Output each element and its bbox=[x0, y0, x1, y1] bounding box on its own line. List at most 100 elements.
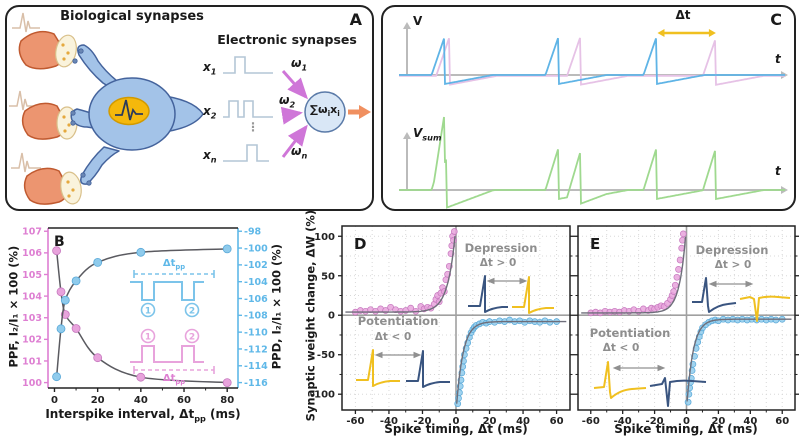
spike-traces bbox=[399, 22, 788, 209]
PPD-point bbox=[136, 247, 146, 257]
svg-text:107: 107 bbox=[22, 227, 42, 238]
svg-text:1: 1 bbox=[145, 333, 151, 343]
weight-label-wn: ωn bbox=[291, 144, 308, 161]
depression-dt-label: Δt > 0 bbox=[479, 257, 517, 269]
svg-text:40: 40 bbox=[516, 416, 530, 427]
output-arrow bbox=[348, 105, 371, 119]
input-pulse-traces bbox=[223, 56, 273, 162]
elec-title: Electronic synapses bbox=[217, 32, 357, 47]
ellipsis-dots: ⋮ bbox=[247, 120, 259, 134]
svg-text:-112: -112 bbox=[244, 344, 268, 355]
svg-text:40: 40 bbox=[743, 416, 757, 427]
svg-text:0: 0 bbox=[453, 416, 460, 427]
svg-text:-110: -110 bbox=[244, 327, 268, 338]
panel-c-spike-traces: C V t Vsum t Δt bbox=[381, 5, 796, 211]
svg-text:101: 101 bbox=[22, 356, 42, 367]
PPD-point bbox=[222, 244, 232, 254]
input-label-xn: xn bbox=[203, 148, 217, 165]
svg-text:-40: -40 bbox=[380, 416, 398, 427]
panel-label-d: D bbox=[354, 235, 367, 253]
depression-label: Depression bbox=[695, 243, 769, 257]
svg-text:-20: -20 bbox=[646, 416, 664, 427]
svg-text:1: 1 bbox=[145, 307, 151, 317]
potentiation-label: Potentiation bbox=[357, 314, 439, 328]
potentiation-spike-pair-inset bbox=[356, 349, 450, 388]
svg-text:-116: -116 bbox=[244, 378, 268, 389]
svg-text:40: 40 bbox=[134, 395, 148, 406]
PPD-point bbox=[71, 276, 81, 286]
weight-label-w2: ω2 bbox=[279, 93, 296, 110]
svg-text:80: 80 bbox=[220, 395, 234, 406]
depression-points bbox=[454, 316, 560, 408]
svg-text:-102: -102 bbox=[244, 260, 268, 271]
svg-text:20: 20 bbox=[483, 416, 497, 427]
svg-text:106: 106 bbox=[22, 248, 42, 259]
delta-t-label: Δt bbox=[675, 8, 691, 22]
presynaptic-boutons bbox=[18, 30, 69, 205]
stdp-fit-neg bbox=[345, 236, 456, 313]
y-axis-label: Synaptic weight change, ΔW (%) bbox=[303, 209, 318, 422]
depression-spike-pair-inset bbox=[692, 277, 791, 322]
dt-arrow bbox=[374, 351, 422, 359]
receptor-dots bbox=[70, 48, 92, 186]
depression-spike-pair-inset bbox=[468, 275, 554, 314]
input-label-x2: x2 bbox=[203, 104, 217, 121]
ppf-pulse-pair-inset: 1 2 bbox=[130, 328, 215, 374]
svg-text:100: 100 bbox=[314, 232, 335, 243]
potentiation-spike-pair-inset bbox=[593, 361, 707, 407]
summation-label: ∑ωixi bbox=[310, 103, 340, 119]
svg-text:102: 102 bbox=[22, 335, 42, 346]
stdp-chart-d: -60 -40 -20 0 20 40 60 -100 -50 0 50 100 bbox=[310, 225, 574, 427]
PPF-point bbox=[56, 287, 66, 297]
dt-arrow bbox=[708, 280, 754, 288]
stdp-chart-e: -60 -40 -20 0 20 40 60 bbox=[574, 225, 799, 427]
bio-title: Biological synapses bbox=[60, 9, 204, 24]
svg-text:2: 2 bbox=[189, 333, 195, 343]
ppf-inset-dt-label: Δtpp bbox=[162, 373, 186, 386]
svg-text:-40: -40 bbox=[614, 416, 632, 427]
stdp-fit-pos bbox=[456, 320, 567, 404]
weight-arrows bbox=[280, 70, 308, 158]
x-axis-label: Interspike interval, Δtpp (ms) bbox=[45, 407, 241, 424]
potentiation-dt-label: Δt < 0 bbox=[374, 331, 412, 343]
svg-text:0: 0 bbox=[683, 416, 690, 427]
dt-arrow bbox=[486, 277, 528, 285]
vsum-axis-label: Vsum bbox=[413, 126, 442, 143]
spike-trace-chart bbox=[399, 22, 788, 209]
trace bbox=[399, 37, 785, 85]
svg-text:20: 20 bbox=[711, 416, 725, 427]
potentiation-dt-label: Δt < 0 bbox=[602, 342, 640, 354]
svg-text:50: 50 bbox=[321, 271, 335, 282]
ppd-pulse-pair-inset: 1 2 bbox=[130, 270, 215, 318]
svg-text:60: 60 bbox=[177, 395, 191, 406]
panel-a-biological-electronic: Biological synapses Electronic synapses … bbox=[5, 5, 374, 211]
svg-text:-100: -100 bbox=[244, 243, 268, 254]
svg-text:-114: -114 bbox=[244, 361, 268, 372]
t-axis-label-bottom: t bbox=[775, 164, 781, 178]
PPD-point bbox=[93, 258, 103, 267]
right-y-axis-label: PPD, I₂/I₁ × 100 (%) bbox=[269, 243, 284, 370]
svg-text:-106: -106 bbox=[244, 294, 268, 305]
stdp-fit-neg bbox=[581, 236, 687, 314]
svg-text:-98: -98 bbox=[244, 227, 262, 238]
stdp-plot: -60 -40 -20 0 20 40 60 -100 -50 0 50 100 bbox=[310, 225, 574, 427]
svg-text:103: 103 bbox=[22, 313, 42, 324]
panel-e-stdp: -60 -40 -20 0 20 40 60 E Spike timing, Δt (ms)… bbox=[574, 216, 800, 441]
svg-text:104: 104 bbox=[22, 291, 42, 302]
PPF-point bbox=[136, 372, 146, 382]
svg-text:60: 60 bbox=[550, 416, 564, 427]
trace bbox=[399, 37, 785, 86]
stdp-fit-pos bbox=[686, 318, 792, 402]
synapse-illustration bbox=[9, 12, 371, 205]
soma-spike-oval bbox=[108, 96, 150, 126]
trace bbox=[399, 116, 785, 209]
PPD-point bbox=[52, 372, 61, 382]
svg-text:-20: -20 bbox=[413, 416, 431, 427]
PPF-point bbox=[93, 353, 103, 363]
action-potential-traces bbox=[9, 12, 41, 173]
svg-text:20: 20 bbox=[91, 395, 105, 406]
v-axis-label: V bbox=[413, 14, 423, 28]
